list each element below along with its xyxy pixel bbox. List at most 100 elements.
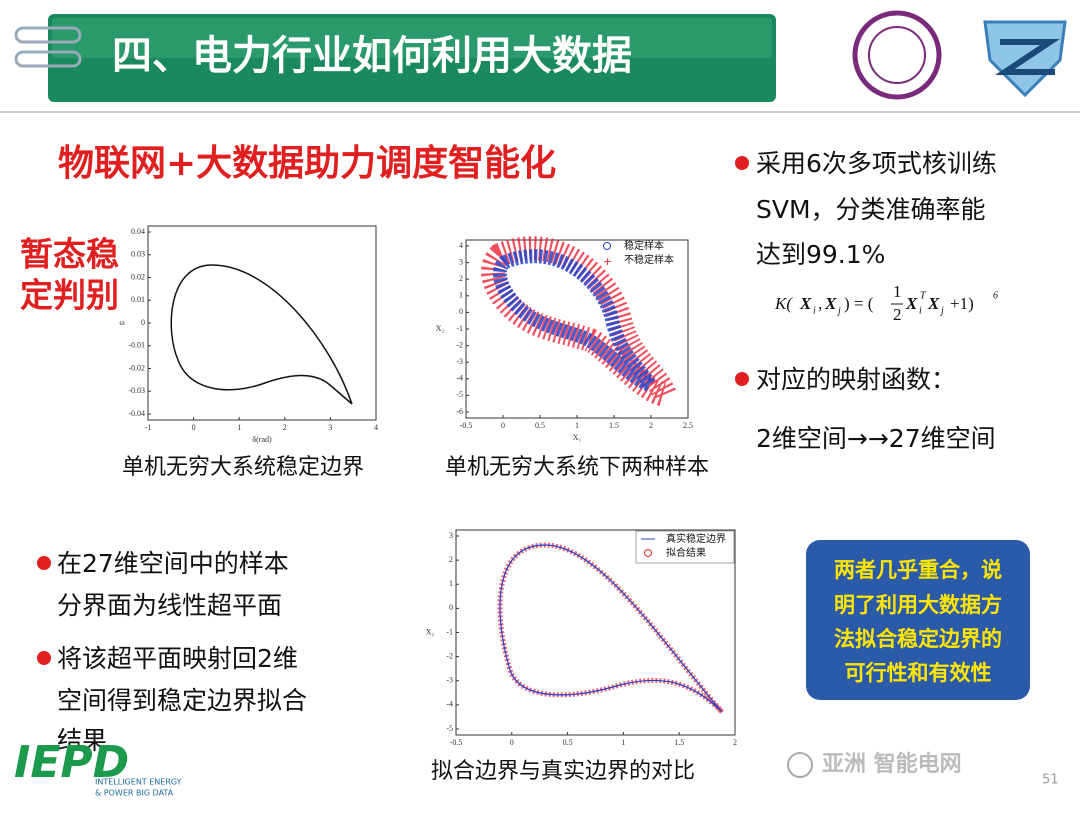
y-tick-label: -1 [446,627,453,636]
y-tick-label: 4 [459,241,463,250]
formula-part: 2 [893,305,902,324]
callout-text: 两者几乎重合，说 [834,558,1002,582]
y-tick-label: -2 [446,651,453,660]
x-axis-label: δ(rad) [252,435,272,444]
x-tick-label: 2 [733,738,737,747]
y-tick-label: -0.02 [128,363,145,372]
legend-label: 真实稳定边界 [666,532,726,545]
x-tick-label: 2.5 [683,421,693,430]
y-tick-label: -6 [456,407,463,416]
x-tick-label: 2 [283,423,287,432]
bullet-text: SVM，分类准确率能 [756,195,986,224]
y-tick-label: -5 [446,724,453,733]
y-tick-label: 0.04 [131,227,145,236]
x-tick-label: 1.5 [609,421,619,430]
wechat-icon [787,752,813,778]
y-tick-label: -3 [446,676,453,685]
watermark: 亚洲 智能电网 [822,751,962,777]
formula-part: +1) [950,294,974,313]
x-tick-label: 1 [621,738,625,747]
callout-box [806,540,1030,700]
formula-part: X [927,294,940,313]
true-boundary [499,544,723,713]
y-tick-label: 2 [449,555,453,564]
bullet-dot [735,372,749,386]
y-tick-label: -1 [456,324,463,333]
mapping-text: 2维空间→→27维空间 [756,424,996,453]
side-label: 暂态稳 [20,235,119,274]
plot-frame [147,225,377,421]
y-tick-label: 0 [141,318,145,327]
y-tick-label: -0.04 [128,409,145,418]
plot-caption: 单机无穷大系统稳定边界 [122,455,364,480]
bullet-dot [37,651,51,665]
y-tick-label: -3 [456,357,463,366]
y-tick-label: 0.02 [131,272,145,281]
x-tick-label: 1 [575,421,579,430]
x-tick-label: 3 [328,423,332,432]
x-tick-label: -0.5 [450,738,463,747]
side-label: 定判别 [20,276,119,315]
legend-label: 不稳定样本 [624,253,674,266]
x-tick-label: 0 [192,423,196,432]
x-axis-label: X₁ [573,433,582,442]
bullet-text: 达到99.1% [756,240,885,269]
y-tick-label: 0.03 [131,250,145,259]
bullet-dot [735,156,749,170]
bullet-text: 对应的映射函数： [756,365,956,394]
logo-shield-z [995,39,1060,75]
title: 四、电力行业如何利用大数据 [112,33,632,79]
y-tick-label: 3 [459,257,463,266]
x-tick-label: 4 [374,423,378,432]
formula-part: j [836,305,841,316]
formula-part: , [818,294,822,313]
formula: K( X i , X j ) = ( 1 2 X i T X j +1) 6 [774,282,998,324]
bullet-text: 在27维空间中的样本 [57,549,289,578]
bullet-text: 结果 [57,726,107,755]
plot-frame [455,529,736,736]
formula-part: X [905,294,918,313]
y-tick-label: 1 [459,291,463,300]
y-axis-label: X₂ [436,324,445,333]
legend-marker [644,549,652,557]
x-tick-label: 2 [649,421,653,430]
y-tick-label: -0.03 [128,386,145,395]
bullet-text: 将该超平面映射回2维 [57,644,298,673]
formula-part: K( [774,294,793,313]
legend-label: 稳定样本 [624,239,664,252]
subtitle: 物联网+大数据助力调度智能化 [58,143,556,184]
formula-part: j [939,305,944,316]
y-tick-label: 0 [449,603,453,612]
plot-caption: 单机无穷大系统下两种样本 [445,455,709,480]
formula-part: i [919,305,922,316]
x-tick-label: 0.5 [563,738,573,747]
x-tick-label: 0 [510,738,514,747]
logo-sub: & POWER BIG DATA [95,789,174,798]
legend-marker [603,242,611,250]
formula-part: 1 [893,282,902,301]
clips [14,26,82,68]
callout-text: 可行性和有效性 [845,661,992,685]
y-tick-label: -5 [456,390,463,399]
formula-part: i [813,305,816,316]
x-tick-label: 1.5 [674,738,684,747]
y-tick-label: 0 [459,307,463,316]
y-tick-label: -2 [456,340,463,349]
boundary-curve [170,264,353,405]
y-tick-label: -4 [446,700,453,709]
formula-part: X [799,294,812,313]
y-tick-label: 1 [449,579,453,588]
x-tick-label: 0 [501,421,505,430]
y-axis-label: ω [119,318,124,327]
y-tick-label: 0.01 [131,295,145,304]
bullet-dot [37,556,51,570]
y-tick-label: 3 [449,531,453,540]
bullet-text: 采用6次多项式核训练 [756,149,997,178]
formula-part: 6 [993,290,998,301]
callout-text: 明了利用大数据方 [834,593,1002,617]
plot-caption: 拟合边界与真实边界的对比 [431,759,695,784]
formula-part: T [920,290,927,301]
legend-box [635,530,735,564]
bullet-text: 分界面为线性超平面 [57,591,282,620]
